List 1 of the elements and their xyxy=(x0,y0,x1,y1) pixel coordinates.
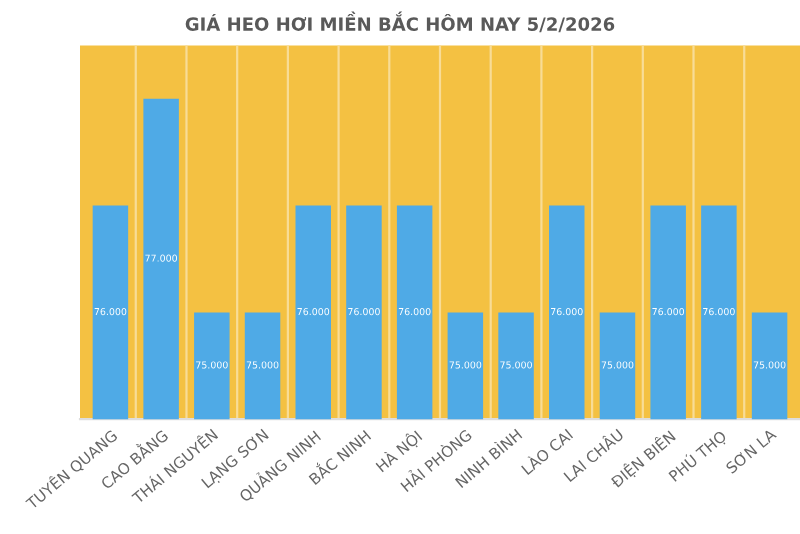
chart-title: GIÁ HEO HƠI MIỀN BẮC HÔM NAY 5/2/2026 xyxy=(185,11,615,33)
